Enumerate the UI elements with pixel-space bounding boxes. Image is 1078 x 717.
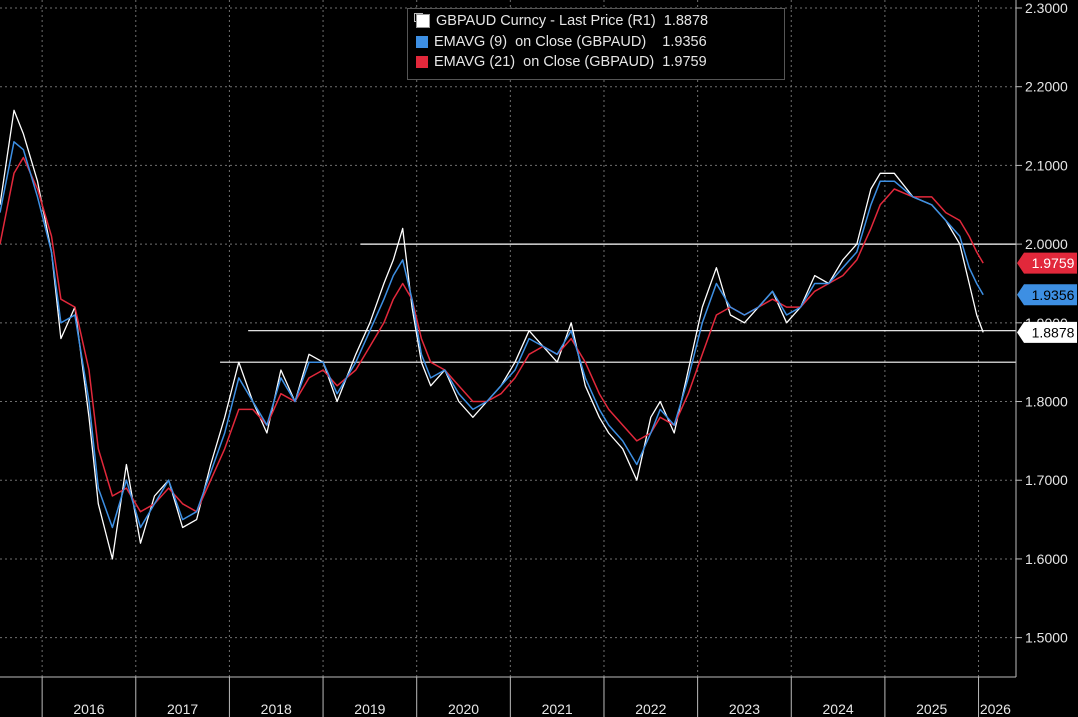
legend-label-ema21: EMAVG (21) on Close (GBPAUD) 1.9759 [434, 54, 707, 70]
series-group [0, 109, 984, 560]
x-tick-label: 2022 [635, 701, 666, 717]
legend-item-price: GBPAUD Curncy - Last Price (R1) 1.8878 [416, 13, 708, 29]
legend-swatch-price [416, 14, 430, 28]
legend-label-ema9: EMAVG (9) on Close (GBPAUD) 1.9356 [434, 34, 707, 50]
y-tick-label: 2.0000 [1025, 236, 1068, 252]
y-tick-label: 2.3000 [1025, 0, 1068, 16]
series-line-1 [0, 141, 984, 529]
y-tick-label: 1.8000 [1025, 394, 1068, 410]
x-tick-label: 2019 [354, 701, 385, 717]
x-axis: 2016 2017 2018 2019 2020 2021 2022 2023 2024 2025… [0, 676, 1016, 717]
value-badge-label: 1.8878 [1032, 324, 1075, 340]
value-badge [1017, 321, 1077, 343]
x-tick-label: 2020 [448, 701, 479, 717]
y-tick-label: 2.2000 [1025, 79, 1068, 95]
y-tick-label: 1.6000 [1025, 551, 1068, 567]
value-badge-label: 1.9759 [1032, 255, 1075, 271]
legend-item-ema9: EMAVG (9) on Close (GBPAUD) 1.9356 [416, 34, 707, 50]
value-badge [1017, 284, 1077, 306]
x-tick-label: 2018 [261, 701, 292, 717]
x-tick-label: 2025 [916, 701, 947, 717]
y-tick-label: 2.1000 [1025, 157, 1068, 173]
value-badge-label: 1.9356 [1032, 287, 1075, 303]
x-tick-label: 2026 [980, 701, 1011, 717]
plot-background [0, 0, 1016, 677]
x-tick-label: 2023 [729, 701, 760, 717]
legend-swatch-ema21 [416, 56, 428, 68]
y-tick-label: 1.5000 [1025, 630, 1068, 646]
legend: GBPAUD Curncy - Last Price (R1) 1.8878 E… [407, 8, 785, 80]
x-tick-label: 2016 [73, 701, 104, 717]
x-tick-label: 2021 [542, 701, 573, 717]
x-tick-label: 2024 [823, 701, 854, 717]
last-value-badges: 1.9759 1.9356 1.8878 [1017, 252, 1077, 343]
y-tick-label: 1.7000 [1025, 472, 1068, 488]
legend-label-price: GBPAUD Curncy - Last Price (R1) 1.8878 [436, 13, 709, 29]
legend-swatch-ema9 [416, 36, 428, 48]
legend-item-ema21: EMAVG (21) on Close (GBPAUD) 1.9759 [416, 54, 707, 70]
value-badge [1017, 252, 1077, 274]
x-tick-label: 2017 [167, 701, 198, 717]
